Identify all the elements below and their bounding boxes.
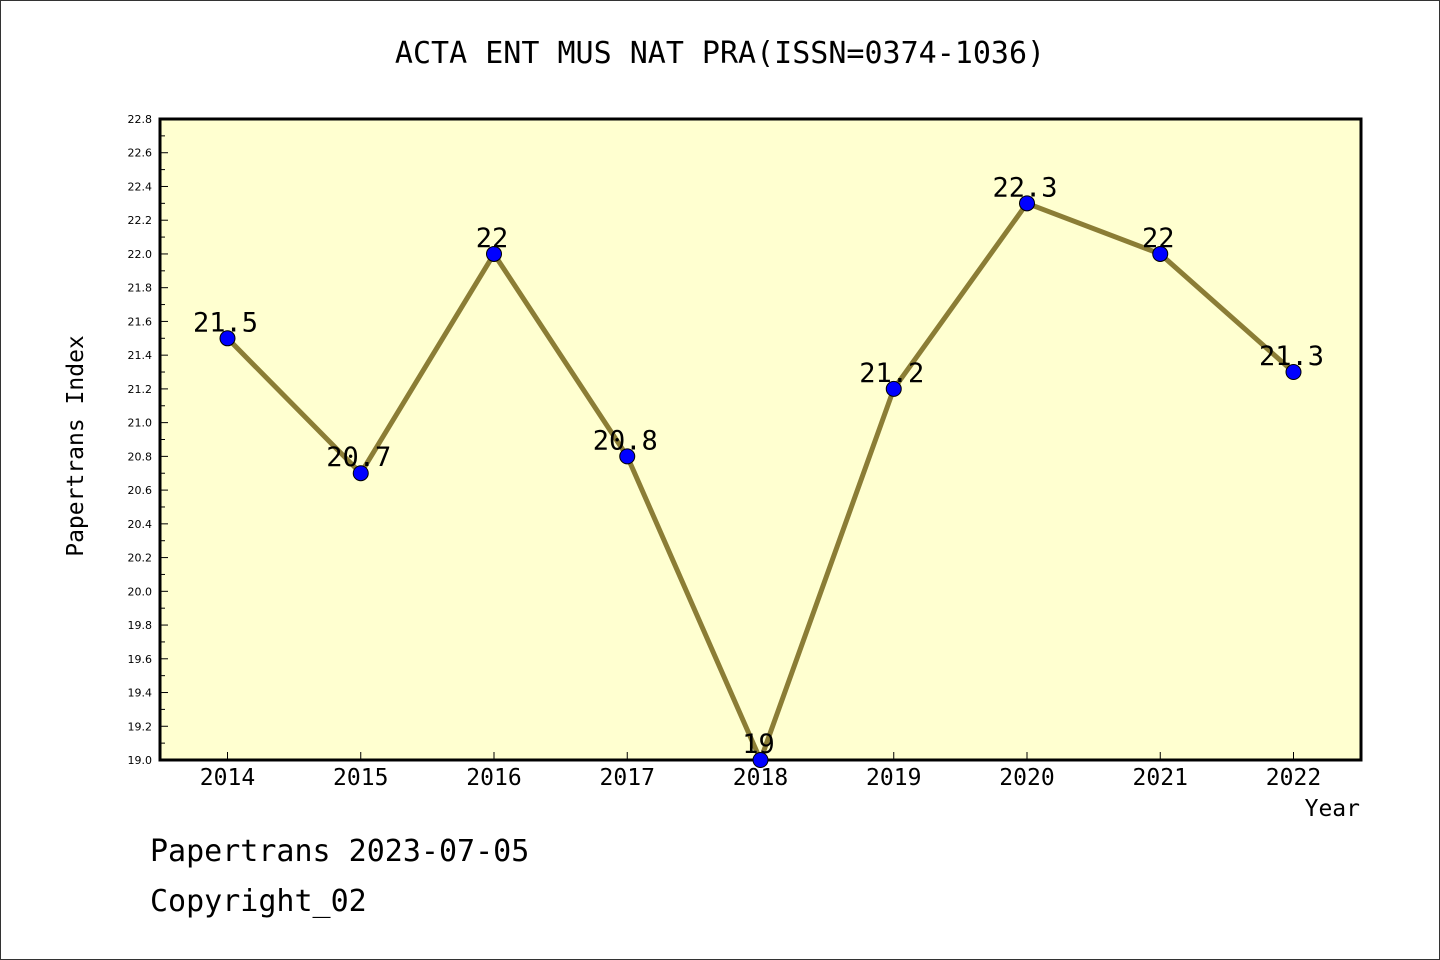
x-tick-label: 2021 [1133,765,1188,791]
y-tick-label: 19.6 [128,653,153,666]
y-tick-label: 22.4 [128,180,153,193]
x-tick-label: 2014 [200,765,255,791]
chart-title: ACTA ENT MUS NAT PRA(ISSN=0374-1036) [394,36,1046,71]
y-tick-label: 19.2 [128,720,153,733]
footer-date: Papertrans 2023-07-05 [150,834,530,869]
y-tick-label: 19.0 [128,754,153,767]
x-ticks: 2014 2015 2016 2017 2018 2019 2020 2021 2022 [200,752,1321,791]
data-label: 19 [742,729,775,760]
x-tick-label: 2016 [466,765,521,791]
y-tick-label: 19.8 [128,619,153,632]
footer-copyright: Copyright_02 [150,884,367,919]
y-tick-label: 21.2 [128,383,153,396]
data-label: 22 [476,223,509,254]
data-label: 21.5 [193,307,258,338]
data-point [1285,364,1302,381]
x-tick-label: 2018 [733,765,788,791]
y-tick-label: 21.0 [128,417,153,430]
data-point [619,448,636,465]
x-tick-label: 2015 [333,765,388,791]
y-tick-label: 20.4 [128,518,153,531]
y-tick-label: 19.4 [128,687,153,700]
y-tick-label: 20.6 [128,484,153,497]
y-tick-label: 20.2 [128,552,153,565]
x-tick-label: 2022 [1266,765,1321,791]
y-tick-label: 20.0 [128,585,153,598]
data-point [885,380,902,397]
data-point [1152,245,1169,262]
data-label: 20.7 [326,442,391,473]
y-tick-label: 22.6 [128,147,153,160]
y-tick-label: 22.0 [128,248,153,261]
y-ticks: 19.0 19.2 19.4 19.6 19.8 20.0 20.2 20.4 20.6 20.8… [128,113,168,767]
series-points [219,195,1302,768]
y-tick-label: 21.6 [128,315,153,328]
data-point [752,752,769,768]
data-label: 20.8 [593,425,658,456]
data-point [1019,195,1035,212]
data-point [486,245,502,262]
y-tick-label: 21.4 [128,349,153,362]
y-tick-label: 22.2 [128,214,153,227]
data-label: 22.3 [992,172,1057,203]
data-point [219,330,236,347]
plot-area [158,117,1363,762]
x-tick-label: 2020 [999,765,1054,791]
y-tick-label: 20.8 [128,450,153,463]
data-labels: 21.5 20.7 22 20.8 19 21.2 22.3 22 21.3 [193,172,1324,760]
x-tick-label: 2017 [600,765,655,791]
data-label: 22 [1142,223,1175,254]
data-point [352,465,369,482]
y-tick-label: 21.8 [128,282,153,295]
data-label: 21.3 [1259,341,1324,372]
data-label: 21.2 [859,358,924,389]
y-tick-label: 22.8 [128,113,153,126]
x-tick-label: 2019 [866,765,921,791]
x-axis-label: Year [1304,796,1360,822]
